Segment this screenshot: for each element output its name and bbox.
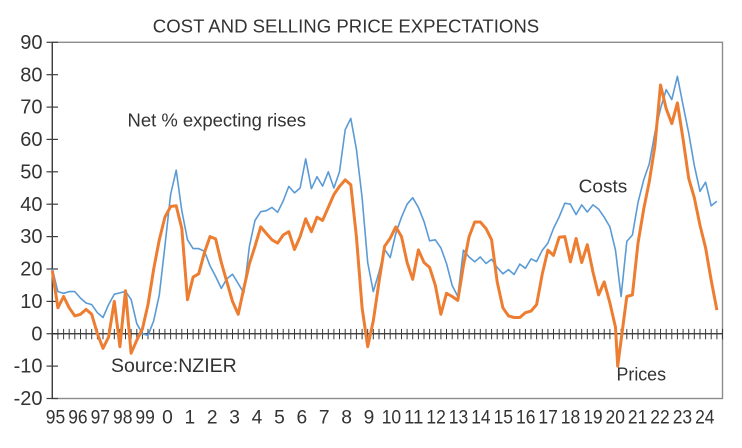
- svg-text:95: 95: [46, 408, 65, 429]
- svg-text:70: 70: [20, 97, 42, 119]
- svg-text:10: 10: [20, 291, 42, 313]
- svg-text:96: 96: [68, 408, 87, 429]
- svg-text:20: 20: [606, 408, 625, 429]
- svg-text:12: 12: [426, 408, 445, 429]
- svg-text:4: 4: [252, 408, 263, 429]
- svg-text:14: 14: [471, 408, 491, 429]
- svg-text:22: 22: [650, 408, 669, 429]
- svg-text:9: 9: [364, 408, 375, 429]
- svg-text:1: 1: [184, 408, 195, 429]
- svg-text:15: 15: [494, 408, 513, 429]
- svg-text:19: 19: [583, 408, 602, 429]
- svg-text:7: 7: [319, 408, 330, 429]
- svg-text:30: 30: [20, 226, 42, 248]
- svg-text:24: 24: [695, 408, 715, 429]
- svg-text:6: 6: [296, 408, 307, 429]
- svg-text:50: 50: [20, 161, 42, 183]
- svg-text:2: 2: [207, 408, 218, 429]
- svg-text:80: 80: [20, 64, 42, 86]
- svg-text:97: 97: [91, 408, 110, 429]
- svg-text:20: 20: [20, 259, 42, 281]
- svg-text:40: 40: [20, 194, 42, 216]
- svg-text:0: 0: [31, 323, 42, 345]
- svg-text:90: 90: [20, 32, 42, 54]
- svg-text:98: 98: [113, 408, 132, 429]
- svg-text:17: 17: [538, 408, 557, 429]
- svg-text:Net % expecting rises: Net % expecting rises: [128, 110, 307, 131]
- svg-text:8: 8: [341, 408, 352, 429]
- svg-text:5: 5: [274, 408, 285, 429]
- svg-text:11: 11: [404, 408, 423, 429]
- svg-text:-10: -10: [14, 356, 43, 378]
- svg-text:COST AND SELLING PRICE EXPECTA: COST AND SELLING PRICE EXPECTATIONS: [153, 16, 539, 37]
- svg-text:13: 13: [449, 408, 468, 429]
- svg-text:10: 10: [382, 408, 401, 429]
- svg-text:16: 16: [516, 408, 535, 429]
- svg-text:Prices: Prices: [617, 365, 667, 385]
- svg-text:Source:NZIER: Source:NZIER: [111, 355, 237, 377]
- svg-text:21: 21: [628, 408, 647, 429]
- svg-text:60: 60: [20, 129, 42, 151]
- svg-text:-20: -20: [14, 388, 43, 410]
- svg-text:Costs: Costs: [579, 176, 628, 196]
- svg-text:99: 99: [135, 408, 154, 429]
- svg-text:0: 0: [162, 408, 173, 429]
- svg-text:3: 3: [229, 408, 240, 429]
- svg-text:18: 18: [561, 408, 580, 429]
- svg-text:23: 23: [673, 408, 692, 429]
